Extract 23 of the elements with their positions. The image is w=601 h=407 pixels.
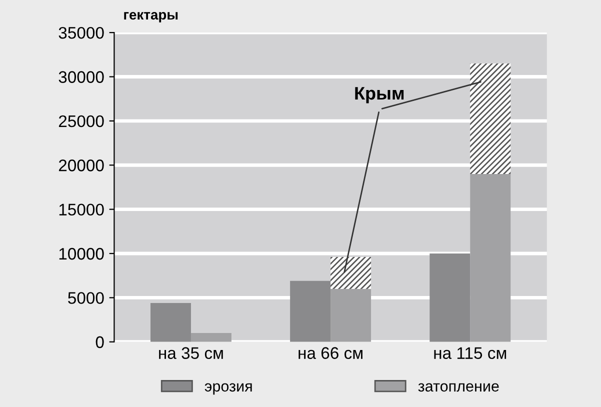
x-tick-label: на 115 см	[434, 347, 506, 359]
bar	[430, 254, 470, 342]
bar	[290, 280, 331, 342]
y-tick-label: 15000	[59, 204, 104, 216]
bar	[190, 333, 232, 342]
bar	[470, 63, 511, 174]
legend-label: затопление	[418, 383, 499, 392]
y-tick-label: 25000	[58, 115, 104, 128]
bar	[150, 302, 191, 342]
x-tick-label: на 66 см	[298, 347, 362, 359]
y-tick-label: 20000	[58, 160, 104, 172]
y-tick-label: 0	[96, 336, 104, 348]
bar	[470, 174, 511, 342]
legend-label: эрозия	[204, 383, 252, 395]
y-tick-label: 10000	[59, 248, 104, 260]
annotation: Крым	[355, 87, 404, 104]
y-axis-title: гектары	[124, 12, 178, 22]
y-tick-label: 30000	[58, 71, 104, 83]
y-tick-label: 5000	[68, 292, 104, 304]
y-tick-label: 35000	[58, 26, 104, 39]
bar	[330, 288, 372, 342]
bar	[330, 257, 372, 289]
x-tick-label: на 35 см	[159, 347, 223, 359]
